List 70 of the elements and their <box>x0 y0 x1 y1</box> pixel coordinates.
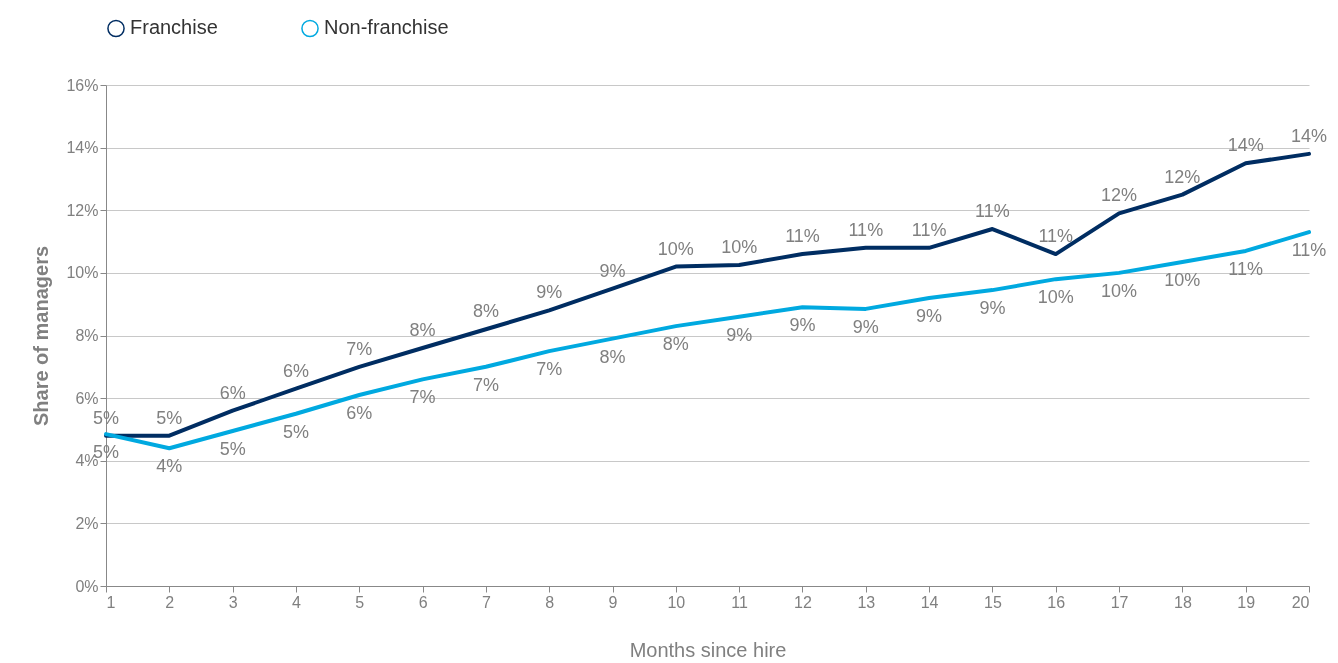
x-tick-label: 3 <box>228 593 238 611</box>
data-label: 11% <box>1291 240 1327 261</box>
x-tick-label: 20 <box>1291 593 1310 611</box>
y-axis-title: Share of managers <box>30 245 53 427</box>
data-label: 9% <box>916 305 943 326</box>
data-label: 12% <box>1101 185 1138 206</box>
data-label: 5% <box>156 407 183 428</box>
x-tick-label: 16 <box>1047 593 1066 611</box>
data-label: 5% <box>219 439 246 459</box>
legend-label: Non-franchise <box>324 16 449 39</box>
data-label: 10% <box>1101 280 1138 301</box>
data-label: 10% <box>1164 269 1201 290</box>
legend-label: Franchise <box>130 16 218 39</box>
x-tick-label: 19 <box>1237 593 1256 611</box>
y-tick-label: 2% <box>75 514 99 532</box>
data-label: 8% <box>662 334 689 355</box>
x-tick-label: 10 <box>667 593 686 611</box>
data-label: 14% <box>1227 135 1264 156</box>
x-tick-label: 13 <box>857 593 876 611</box>
y-tick-label: 14% <box>66 139 99 157</box>
x-tick-label: 11 <box>731 593 749 611</box>
data-label: 6% <box>346 402 373 423</box>
data-label: 14% <box>1290 125 1328 146</box>
data-label: 8% <box>409 320 436 341</box>
x-tick-label: 18 <box>1173 593 1192 611</box>
data-label: 11% <box>975 201 1010 222</box>
data-label: 11% <box>848 219 884 240</box>
data-label: 11% <box>1228 258 1264 279</box>
data-label: 10% <box>1037 287 1074 308</box>
data-label: 8% <box>472 301 499 322</box>
data-label: 11% <box>1038 226 1074 247</box>
x-tick-label: 6 <box>418 593 428 611</box>
x-tick-label: 15 <box>984 593 1002 611</box>
x-tick-label: 7 <box>481 593 491 611</box>
data-label: 11% <box>911 219 947 240</box>
x-tick-label: 14 <box>920 593 939 611</box>
data-label: 6% <box>219 382 246 403</box>
y-tick-label: 8% <box>75 327 99 344</box>
y-tick-label: 16% <box>66 76 99 94</box>
x-tick-label: 17 <box>1110 593 1129 611</box>
x-tick-label: 5 <box>355 593 365 611</box>
data-label: 9% <box>726 324 753 345</box>
x-tick-label: 2 <box>165 593 175 611</box>
data-label: 9% <box>979 298 1006 319</box>
data-label: 7% <box>472 374 499 395</box>
y-tick-label: 12% <box>66 201 99 219</box>
x-axis-title: Months since hire <box>629 638 787 661</box>
data-label: 7% <box>409 387 436 408</box>
data-label: 10% <box>657 238 694 259</box>
x-tick-label: 4 <box>291 593 301 611</box>
y-tick-label: 0% <box>75 577 99 595</box>
x-tick-label: 1 <box>106 593 116 611</box>
data-label: 12% <box>1164 166 1201 187</box>
data-label: 9% <box>536 282 563 303</box>
data-label: 11% <box>785 226 820 247</box>
data-label: 7% <box>536 359 563 380</box>
data-label: 5% <box>282 421 309 442</box>
x-tick-label: 12 <box>794 593 812 611</box>
data-label: 4% <box>156 456 183 477</box>
x-tick-label: 8 <box>545 593 555 611</box>
y-tick-label: 10% <box>66 264 99 282</box>
y-tick-label: 6% <box>75 389 99 407</box>
data-label: 9% <box>789 315 816 336</box>
data-label: 8% <box>599 346 626 367</box>
data-label: 6% <box>282 360 309 381</box>
data-label: 7% <box>346 338 373 359</box>
data-label: 9% <box>599 260 626 281</box>
data-label: 10% <box>721 237 758 258</box>
data-label: 9% <box>852 316 879 337</box>
x-tick-label: 9 <box>608 593 618 611</box>
